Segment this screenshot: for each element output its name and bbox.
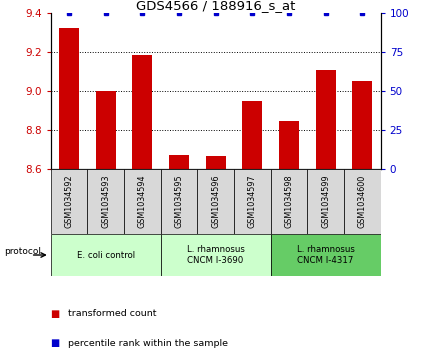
Bar xyxy=(51,169,87,234)
Text: transformed count: transformed count xyxy=(68,310,157,318)
Bar xyxy=(271,234,381,276)
Text: GSM1034592: GSM1034592 xyxy=(64,175,73,228)
Bar xyxy=(59,28,79,169)
Text: L. rhamnosus
CNCM I-3690: L. rhamnosus CNCM I-3690 xyxy=(187,245,245,265)
Bar xyxy=(315,70,336,169)
Text: GSM1034599: GSM1034599 xyxy=(321,175,330,228)
Bar xyxy=(234,169,271,234)
Bar xyxy=(161,169,197,234)
Text: GSM1034593: GSM1034593 xyxy=(101,175,110,228)
Text: GSM1034597: GSM1034597 xyxy=(248,175,257,228)
Text: GSM1034594: GSM1034594 xyxy=(138,175,147,228)
Text: GSM1034596: GSM1034596 xyxy=(211,175,220,228)
Text: percentile rank within the sample: percentile rank within the sample xyxy=(68,339,228,347)
Text: protocol: protocol xyxy=(4,247,41,256)
Text: E. coli control: E. coli control xyxy=(77,250,135,260)
Text: ■: ■ xyxy=(51,309,60,319)
Bar xyxy=(205,156,226,169)
Bar xyxy=(344,169,381,234)
Bar xyxy=(124,169,161,234)
Bar xyxy=(161,234,271,276)
Bar xyxy=(132,55,152,169)
Title: GDS4566 / 188916_s_at: GDS4566 / 188916_s_at xyxy=(136,0,295,12)
Bar xyxy=(307,169,344,234)
Bar xyxy=(87,169,124,234)
Bar xyxy=(242,102,262,169)
Text: GSM1034598: GSM1034598 xyxy=(284,175,293,228)
Text: ■: ■ xyxy=(51,338,60,348)
Text: GSM1034595: GSM1034595 xyxy=(174,175,183,228)
Bar xyxy=(279,121,299,169)
Text: L. rhamnosus
CNCM I-4317: L. rhamnosus CNCM I-4317 xyxy=(297,245,355,265)
Bar xyxy=(51,234,161,276)
Bar xyxy=(352,81,372,169)
Text: GSM1034600: GSM1034600 xyxy=(358,175,367,228)
Bar xyxy=(197,169,234,234)
Bar xyxy=(169,155,189,169)
Bar xyxy=(95,91,116,169)
Bar xyxy=(271,169,307,234)
